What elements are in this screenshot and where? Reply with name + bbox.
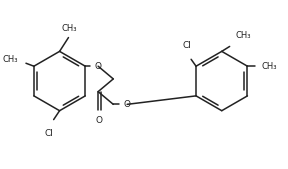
Text: CH₃: CH₃ bbox=[236, 31, 251, 41]
Text: CH₃: CH₃ bbox=[3, 55, 18, 64]
Text: CH₃: CH₃ bbox=[261, 62, 277, 71]
Text: O: O bbox=[96, 116, 103, 125]
Text: O: O bbox=[94, 62, 101, 71]
Text: Cl: Cl bbox=[44, 128, 53, 138]
Text: O: O bbox=[123, 100, 130, 109]
Text: Cl: Cl bbox=[183, 41, 192, 50]
Text: CH₃: CH₃ bbox=[62, 24, 77, 33]
